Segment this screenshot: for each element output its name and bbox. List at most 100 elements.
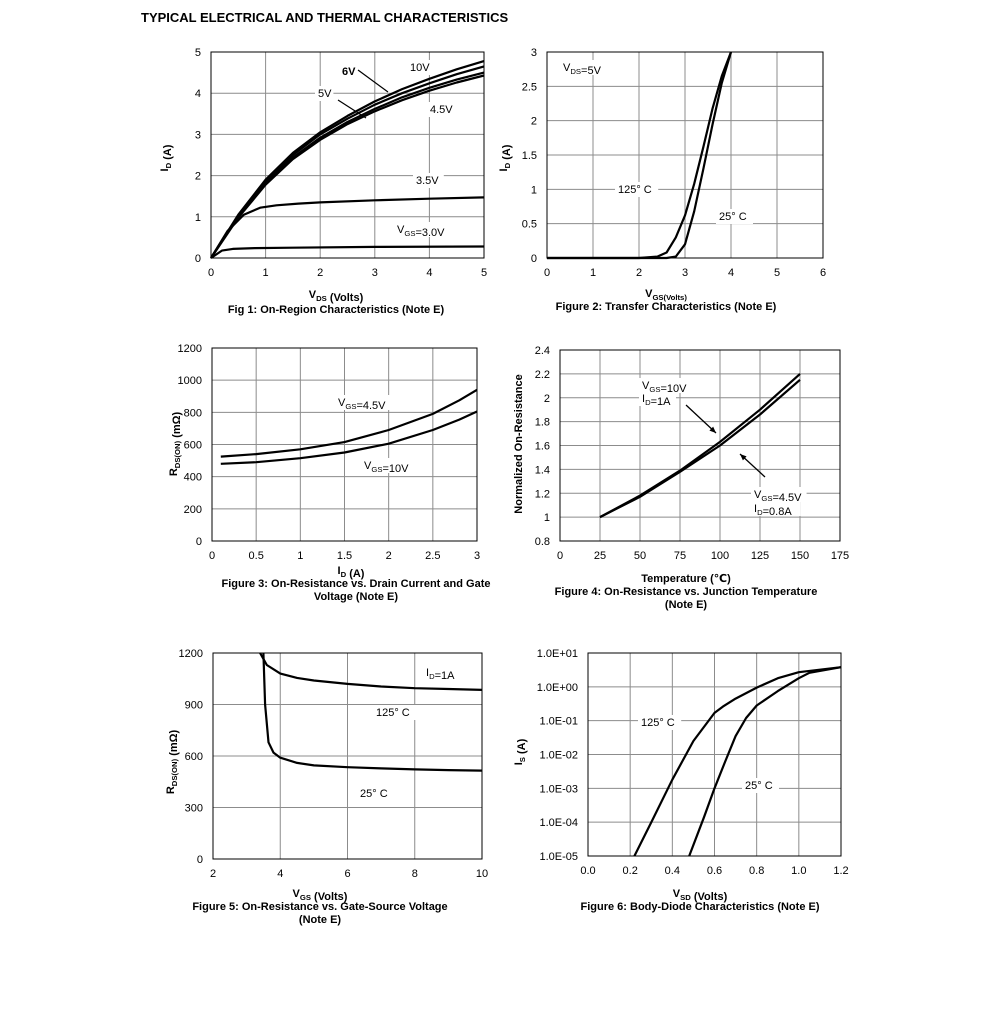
- annotation-label: 25° C: [719, 211, 747, 223]
- x-tick-label: 2: [317, 267, 323, 279]
- y-tick-label: 400: [184, 472, 202, 484]
- text-span: (A): [501, 144, 513, 163]
- plot-frame: [210, 51, 485, 259]
- x-tick-label: 3: [682, 267, 688, 279]
- chart-caption: Figure 3: On-Resistance vs. Drain Curren…: [222, 578, 491, 590]
- chart-caption: (Note E): [665, 599, 708, 611]
- y-tick-label: 300: [185, 803, 203, 815]
- chart-6: 0.0 0.2 0.4 0.6 0.8 1.0 1.2 1.0E-05 1.0E-04 1.0E-…: [513, 648, 849, 913]
- y-tick-label: 5: [195, 47, 201, 59]
- x-tick-label: 50: [634, 550, 646, 562]
- subscript: D: [757, 508, 763, 517]
- y-tick-label: 1: [544, 512, 550, 524]
- text-span: 25° C: [360, 788, 388, 800]
- text-span: R: [165, 786, 177, 794]
- subscript: S: [518, 757, 527, 762]
- series-line: [633, 666, 842, 857]
- x-tick-label: 0: [544, 267, 550, 279]
- y-tick-label: 0: [195, 253, 201, 265]
- text-span: I: [754, 503, 757, 515]
- y-axis-label: Normalized On-Resistance: [513, 374, 525, 513]
- y-tick-label: 600: [184, 440, 202, 452]
- text-span: =10V: [660, 383, 687, 395]
- text-span: I: [426, 667, 429, 679]
- text-span: 25° C: [745, 780, 773, 792]
- annotation-bg: [373, 705, 417, 720]
- x-tick-label: 150: [791, 550, 809, 562]
- y-tick-label: 3: [195, 129, 201, 141]
- x-tick-label: 125: [751, 550, 769, 562]
- annotation-label: 125° C: [376, 707, 410, 719]
- y-tick-label: 1.0E+00: [537, 682, 578, 694]
- text-span: 125° C: [618, 184, 652, 196]
- y-tick-label: 1.0E-02: [539, 750, 578, 762]
- y-tick-label: 1200: [179, 648, 203, 660]
- x-axis-label: VGS(Volts): [645, 288, 687, 302]
- series-line: [599, 378, 801, 519]
- plot-frame: [211, 347, 478, 542]
- text-span: V: [364, 460, 372, 472]
- annotation-label: 5V: [318, 88, 332, 100]
- annotation-bg: [716, 209, 753, 224]
- series-line: [210, 74, 485, 259]
- plot-frame: [587, 652, 842, 857]
- text-span: =0.8A: [763, 506, 793, 518]
- series-line: [262, 652, 483, 772]
- text-span: (mΩ): [171, 412, 183, 441]
- x-tick-label: 6: [344, 868, 350, 880]
- subscript: D: [429, 672, 435, 681]
- annotation-bg: [357, 786, 394, 801]
- y-axis-label: ID (A): [498, 144, 513, 171]
- x-tick-label: 1: [590, 267, 596, 279]
- series-line: [688, 666, 842, 857]
- annotation-label: 4.5V: [430, 104, 453, 116]
- text-span: =10V: [382, 463, 409, 475]
- subscript: D: [503, 162, 512, 168]
- chart-caption: Figure 2: Transfer Characteristics (Note…: [556, 301, 777, 313]
- subscript: SD: [680, 893, 691, 902]
- chart-caption: Figure 6: Body-Diode Characteristics (No…: [581, 901, 820, 913]
- x-tick-label: 4: [426, 267, 432, 279]
- annotation-label: ID=1A: [426, 667, 455, 682]
- x-tick-label: 2: [636, 267, 642, 279]
- text-span: V: [645, 288, 653, 300]
- text-span: I: [642, 393, 645, 405]
- annotation-label: VGS=10V: [364, 460, 409, 475]
- text-span: Temperature (℃): [641, 573, 731, 585]
- x-tick-label: 0.6: [707, 865, 722, 877]
- x-axis-label: Temperature (℃): [641, 573, 731, 585]
- y-tick-label: 2: [544, 393, 550, 405]
- subscript: D: [164, 162, 173, 168]
- y-tick-label: 1.0E-01: [539, 716, 578, 728]
- y-tick-label: 3: [531, 47, 537, 59]
- x-tick-label: 1.2: [833, 865, 848, 877]
- annotation-bg: [751, 501, 801, 516]
- text-span: (mΩ): [168, 730, 180, 759]
- y-axis-label: ID (A): [159, 144, 174, 171]
- series-line: [210, 196, 485, 259]
- chart-5: 2 4 6 8 10 0 300 600 900 1200 ID=1A 125° C 25° C VGS …: [165, 648, 488, 926]
- chart-3: 0 0.5 1 1.5 2 2.5 3020040060080010001200VGS=4.…: [168, 343, 490, 603]
- annotation-label: 125° C: [618, 184, 652, 196]
- y-tick-label: 0: [197, 854, 203, 866]
- x-tick-label: 8: [412, 868, 418, 880]
- text-span: 125° C: [376, 707, 410, 719]
- text-span: 10V: [410, 62, 430, 74]
- annotation-label: VDS=5V: [563, 62, 602, 77]
- annotation-label: 25° C: [360, 788, 388, 800]
- y-tick-label: 2.5: [522, 81, 537, 93]
- y-tick-label: 1.4: [535, 464, 550, 476]
- text-span: =1A: [651, 396, 672, 408]
- annotation-bg: [638, 715, 682, 730]
- text-span: (A): [516, 738, 528, 757]
- subscript: D: [645, 398, 651, 407]
- text-span: 25° C: [719, 211, 747, 223]
- text-span: R: [168, 468, 180, 476]
- chart-caption: Voltage (Note E): [314, 591, 398, 603]
- annotation-label: 125° C: [641, 717, 675, 729]
- text-span: =4.5V: [772, 492, 802, 504]
- plot-frame: [212, 652, 483, 860]
- x-tick-label: 5: [774, 267, 780, 279]
- y-tick-label: 900: [185, 700, 203, 712]
- page-title: TYPICAL ELECTRICAL AND THERMAL CHARACTER…: [141, 10, 509, 25]
